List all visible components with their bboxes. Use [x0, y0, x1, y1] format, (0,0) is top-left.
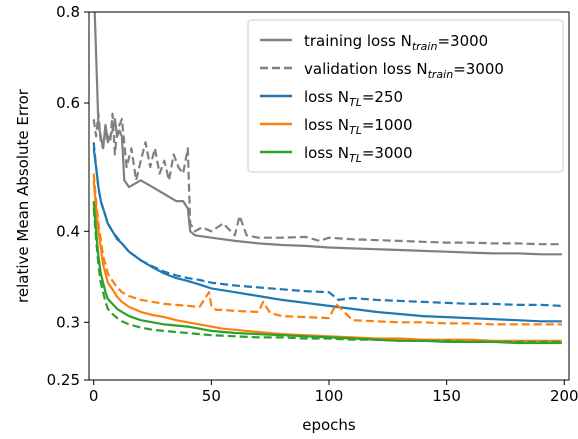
legend-label-main: loss N [304, 116, 349, 134]
series-layer [92, 12, 562, 345]
legend-label-subscript: train [428, 68, 454, 81]
legend-label: loss NTL=1000 [304, 116, 413, 137]
legend-label-subscript: TL [349, 124, 362, 137]
x-tick-label: 100 [315, 387, 344, 405]
series-line-1 [92, 112, 562, 246]
y-tick-label: 0.25 [47, 371, 80, 389]
legend-label-subscript: TL [349, 96, 362, 109]
legend-box [247, 19, 564, 173]
y-tick-label: 0.6 [56, 94, 80, 112]
x-tick-label: 0 [89, 387, 99, 405]
legend-label: loss NTL=250 [304, 88, 403, 109]
legend-label-main: loss N [304, 144, 349, 162]
y-tick-label: 0.3 [56, 313, 80, 331]
x-tick-label: 50 [202, 387, 221, 405]
y-axis: 0.25 0.3 0.4 0.6 0.8 [47, 3, 89, 389]
y-tick-label: 0.4 [56, 222, 80, 240]
legend-label: training loss Ntrain=3000 [304, 32, 488, 53]
legend-label-main: training loss N [304, 32, 412, 50]
x-tick-label: 200 [550, 387, 578, 405]
legend-label: validation loss Ntrain=3000 [304, 60, 504, 81]
legend-label-value: =250 [362, 88, 403, 106]
legend-label-subscript: TL [349, 152, 362, 165]
y-tick-label: 0.8 [56, 3, 80, 21]
legend-label-main: validation loss N [304, 60, 428, 78]
y-axis-label: relative Mean Absolute Error [14, 88, 32, 303]
series-line-5 [92, 173, 562, 326]
series-line-3 [92, 142, 562, 307]
x-axis: 0 50 100 150 200 [89, 380, 578, 405]
legend-label: loss NTL=3000 [304, 144, 413, 165]
legend-label-value: =3000 [362, 144, 413, 162]
legend-label-main: loss N [304, 88, 349, 106]
legend-label-subscript: train [412, 40, 438, 53]
series-line-7 [92, 208, 562, 343]
x-axis-label: epochs [302, 416, 356, 434]
legend-label-value: =3000 [453, 60, 504, 78]
legend-label-value: =3000 [437, 32, 488, 50]
legend-label-value: =1000 [362, 116, 413, 134]
x-tick-label: 150 [432, 387, 461, 405]
